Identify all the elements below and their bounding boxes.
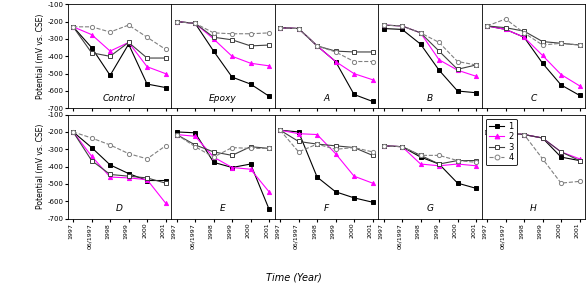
Y-axis label: Potential (mV vs. CSE): Potential (mV vs. CSE) bbox=[36, 124, 45, 209]
Text: G: G bbox=[426, 204, 433, 214]
Text: H: H bbox=[530, 204, 537, 214]
Y-axis label: Potential (mV vs. CSE): Potential (mV vs. CSE) bbox=[36, 14, 45, 99]
Text: F: F bbox=[324, 204, 329, 214]
Text: Epoxy: Epoxy bbox=[209, 94, 237, 103]
Text: D: D bbox=[116, 204, 123, 214]
Text: Control: Control bbox=[103, 94, 136, 103]
Legend: 1, 2, 3, 4: 1, 2, 3, 4 bbox=[486, 119, 517, 165]
Text: C: C bbox=[530, 94, 536, 103]
Text: B: B bbox=[427, 94, 433, 103]
Text: E: E bbox=[220, 204, 226, 214]
Text: A: A bbox=[323, 94, 329, 103]
Text: Time (Year): Time (Year) bbox=[266, 273, 322, 283]
